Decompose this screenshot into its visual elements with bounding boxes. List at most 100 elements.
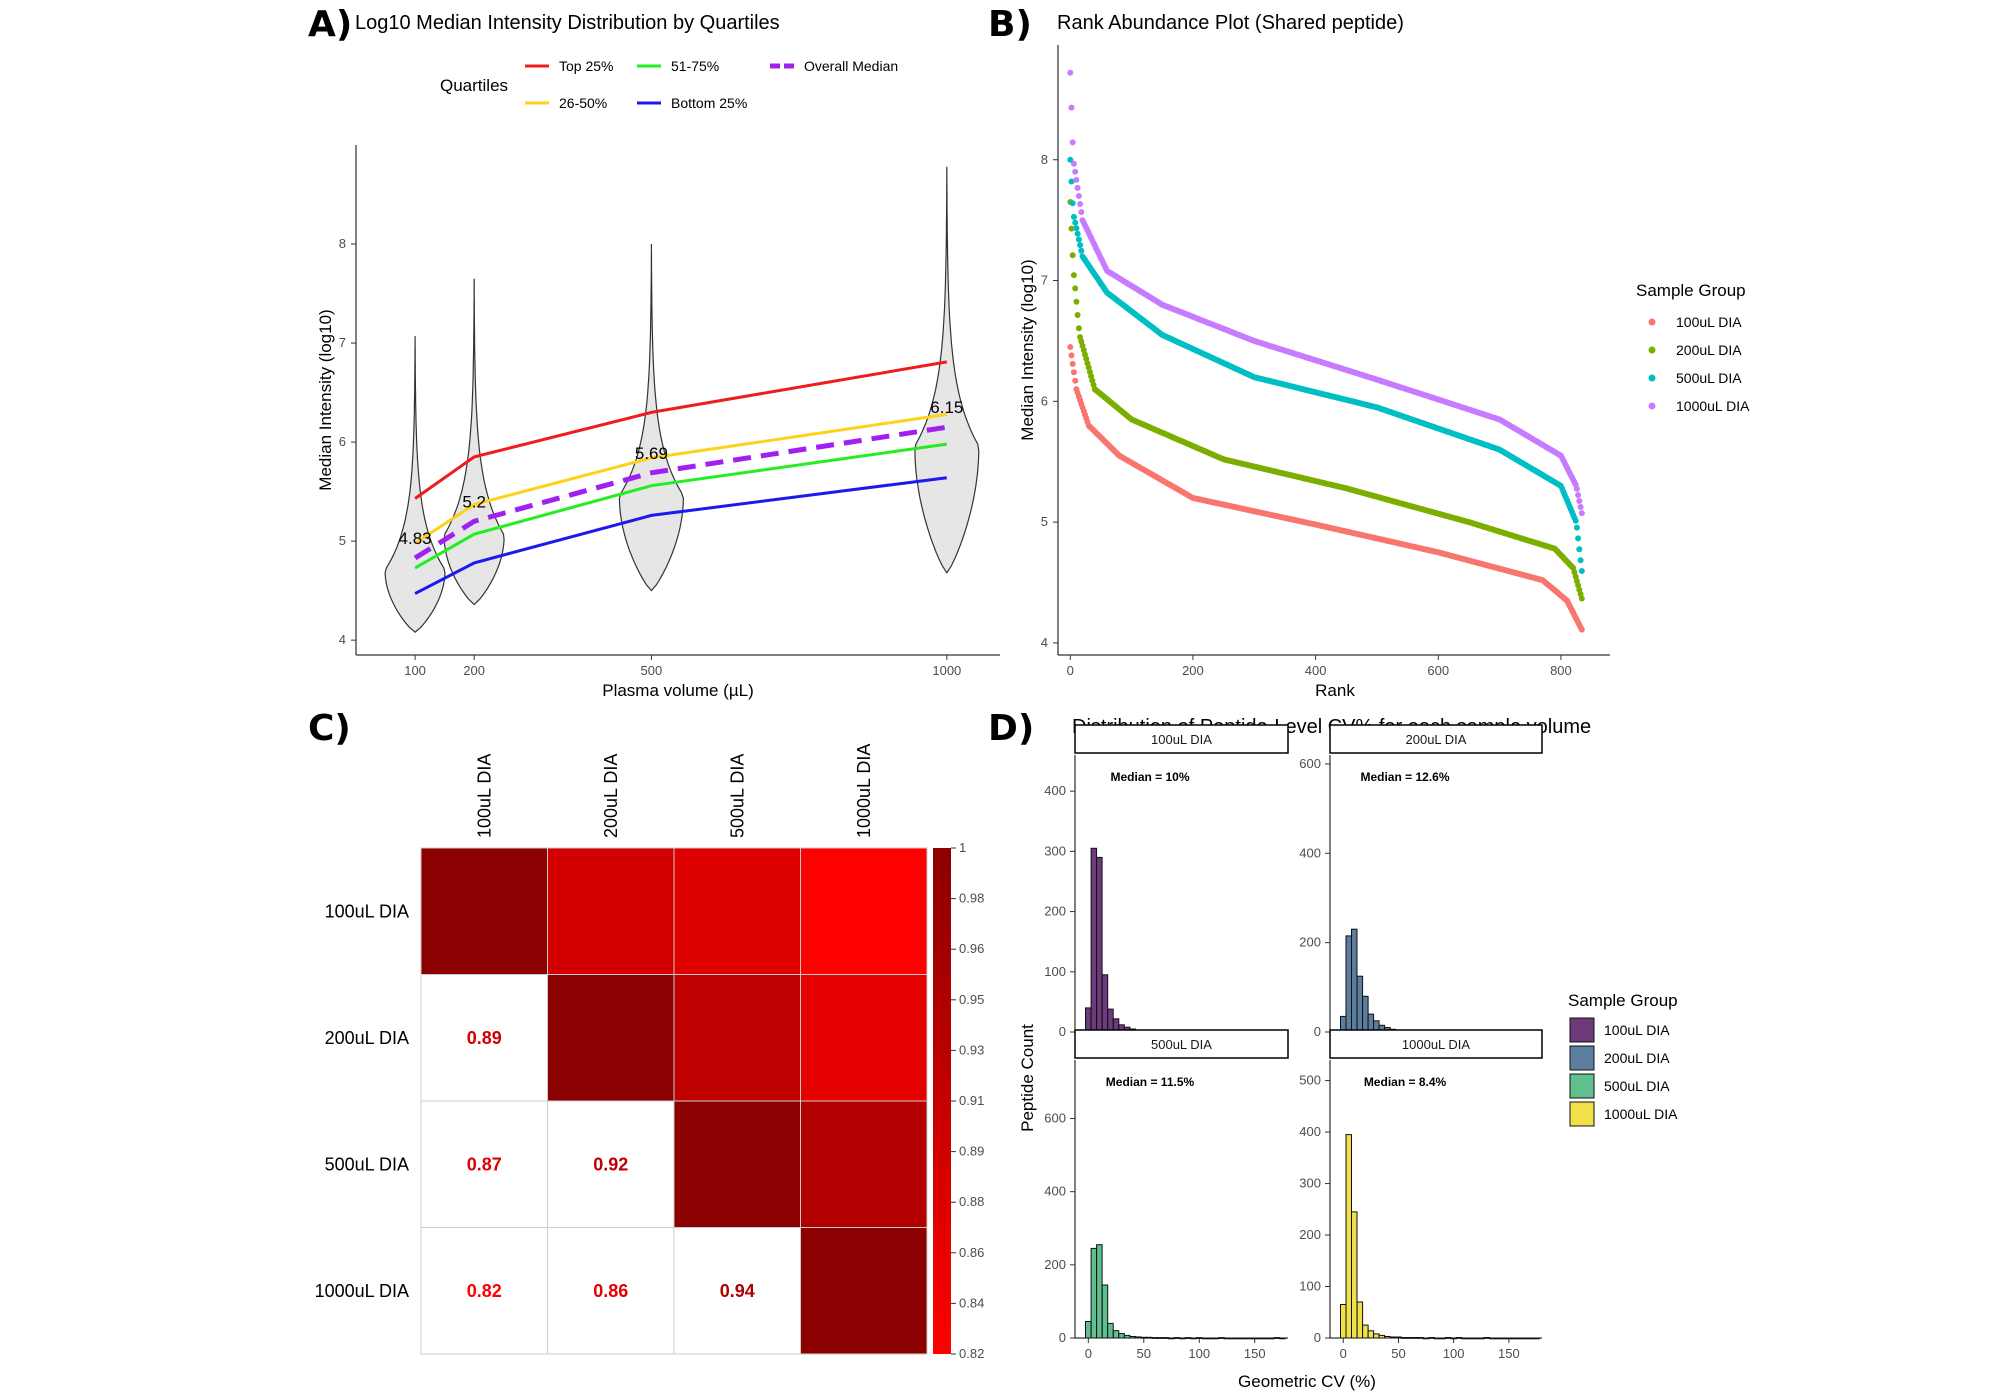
- facet-strip: [1329, 724, 1543, 754]
- histogram-bar: [1395, 1336, 1402, 1339]
- histogram-bar: [1433, 1337, 1441, 1340]
- histogram-bar: [1467, 1337, 1474, 1340]
- column-label: 1000uL DIA: [854, 744, 874, 838]
- facet-y-tick-label: 400: [1299, 845, 1321, 860]
- series-points: [1067, 69, 1585, 517]
- histogram-bar: [1085, 1007, 1092, 1033]
- colorbar-tick-label: 0.95: [959, 992, 984, 1007]
- colorbar-tick-label: 0.89: [959, 1144, 984, 1159]
- data-point: [1072, 377, 1079, 384]
- panel-c-heatmap: 0.89 0.87 0.92 0.82 0.86 0.94 100uL DIA 100uL D…: [315, 744, 985, 1361]
- histogram-bar: [1345, 935, 1352, 1033]
- panel-a-plot: 4 5 6 7 8 100 200 500 1000 4.83 5.2 5.69 6.15: [339, 145, 1000, 678]
- panel-a-legend: Top 25% 51-75% Overall Median 26-50% Bottom …: [525, 58, 898, 111]
- facet-x-tick-label: 0: [1340, 1346, 1347, 1361]
- histogram-bar: [1196, 1337, 1203, 1339]
- histogram-bar: [1455, 1337, 1463, 1339]
- histogram-bar: [1351, 1211, 1358, 1339]
- legend-label: Overall Median: [804, 58, 898, 74]
- histogram-bar: [1101, 1284, 1109, 1339]
- panel-a: A) Log10 Median Intensity Distribution b…: [308, 4, 1000, 700]
- histogram-bar: [1533, 1337, 1540, 1340]
- facet-y-tick-label: 600: [1044, 1111, 1066, 1126]
- panel-a-title: Log10 Median Intensity Distribution by Q…: [355, 12, 780, 34]
- panel-a-letter: A): [308, 4, 352, 45]
- histogram-bar: [1135, 1336, 1142, 1339]
- histogram-bar: [1500, 1337, 1507, 1340]
- colorbar-tick-label: 0.88: [959, 1194, 984, 1209]
- median-value-label: 5.69: [635, 444, 668, 463]
- legend-label: 200uL DIA: [1604, 1050, 1670, 1066]
- panel-b-ylabel: Median Intensity (log10): [1018, 259, 1037, 440]
- series-line: [414, 412, 948, 545]
- facet-median-label: Median = 11.5%: [1106, 1075, 1195, 1089]
- data-point: [1578, 595, 1585, 602]
- data-point: [1067, 156, 1074, 163]
- row-label: 1000uL DIA: [315, 1281, 409, 1301]
- histogram-bar: [1085, 1321, 1092, 1339]
- panel-a-xlabel: Plasma volume (µL): [602, 681, 754, 700]
- facet-median-label: Median = 10%: [1110, 770, 1189, 784]
- histogram-bar: [1151, 1337, 1159, 1339]
- histogram-bar: [1212, 1337, 1220, 1340]
- facet-y-tick-label: 400: [1044, 1184, 1066, 1199]
- histogram-bar: [1400, 1337, 1408, 1339]
- data-point: [1572, 517, 1579, 524]
- row-label: 100uL DIA: [325, 901, 409, 921]
- legend-label: Top 25%: [559, 58, 613, 74]
- colorbar: [933, 848, 951, 1354]
- histogram-bar: [1090, 847, 1098, 1033]
- data-point: [1073, 298, 1080, 305]
- histogram-bar: [1461, 1337, 1468, 1340]
- histogram-bar: [1118, 1333, 1125, 1339]
- histogram-bar: [1489, 1337, 1496, 1340]
- data-point: [1069, 139, 1076, 146]
- facet-y-tick-label: 200: [1044, 904, 1066, 919]
- histogram-bar: [1351, 928, 1358, 1033]
- colorbar-tick-label: 0.98: [959, 891, 984, 906]
- panel-b: B) Rank Abundance Plot (Shared peptide) …: [988, 4, 1750, 700]
- facet: 500uL DIA 0 200 400 600 0 50 100 150 Median = 11.…: [1044, 1029, 1289, 1361]
- data-point: [1069, 360, 1076, 367]
- histogram-bar: [1245, 1337, 1253, 1340]
- histogram-bar: [1450, 1337, 1457, 1340]
- facet: 100uL DIA 0 100 200 300 400 Median = 10%: [1044, 724, 1289, 1039]
- heatmap-cell: [420, 847, 548, 975]
- data-point: [1074, 184, 1081, 191]
- series-line: [414, 442, 948, 570]
- data-point: [1573, 524, 1580, 531]
- facet-y-tick-label: 200: [1299, 935, 1321, 950]
- histogram-bar: [1356, 975, 1364, 1033]
- series-points: [1067, 156, 1585, 574]
- panel-b-plot: 4 5 6 7 8 0 200 400 600 800: [1041, 45, 1610, 678]
- facet-y-tick-label: 0: [1059, 1024, 1066, 1039]
- histogram-bar: [1406, 1337, 1413, 1339]
- histogram-bar: [1107, 1008, 1114, 1033]
- data-point: [1073, 225, 1080, 232]
- violin: [443, 278, 505, 606]
- column-label: 100uL DIA: [474, 754, 494, 838]
- colorbar-tick-label: 0.93: [959, 1042, 984, 1057]
- series-line: [413, 424, 948, 561]
- data-point: [1077, 201, 1084, 207]
- panel-b-x-tick-label: 600: [1427, 663, 1449, 678]
- histogram-bar: [1123, 1334, 1131, 1339]
- data-point: [1578, 510, 1585, 517]
- median-value-label: 5.2: [462, 492, 486, 511]
- data-point: [1575, 492, 1582, 498]
- facet-y-tick-label: 100: [1044, 964, 1066, 979]
- facet-y-tick-label: 600: [1299, 756, 1321, 771]
- legend-label: 26-50%: [559, 95, 607, 111]
- histogram-bar: [1107, 1322, 1114, 1339]
- data-point: [1075, 236, 1082, 243]
- panel-a-x-tick-label: 1000: [932, 663, 961, 678]
- violin: [618, 244, 685, 592]
- facet-y-tick-label: 400: [1044, 783, 1066, 798]
- data-point: [1068, 352, 1075, 359]
- facet-x-tick-label: 100: [1188, 1346, 1210, 1361]
- panel-b-x-tick-label: 800: [1550, 663, 1572, 678]
- facet-x-tick-label: 150: [1244, 1346, 1266, 1361]
- correlation-value: 0.94: [720, 1281, 755, 1301]
- histogram-bar: [1516, 1337, 1524, 1340]
- facet-x-tick-label: 150: [1498, 1346, 1520, 1361]
